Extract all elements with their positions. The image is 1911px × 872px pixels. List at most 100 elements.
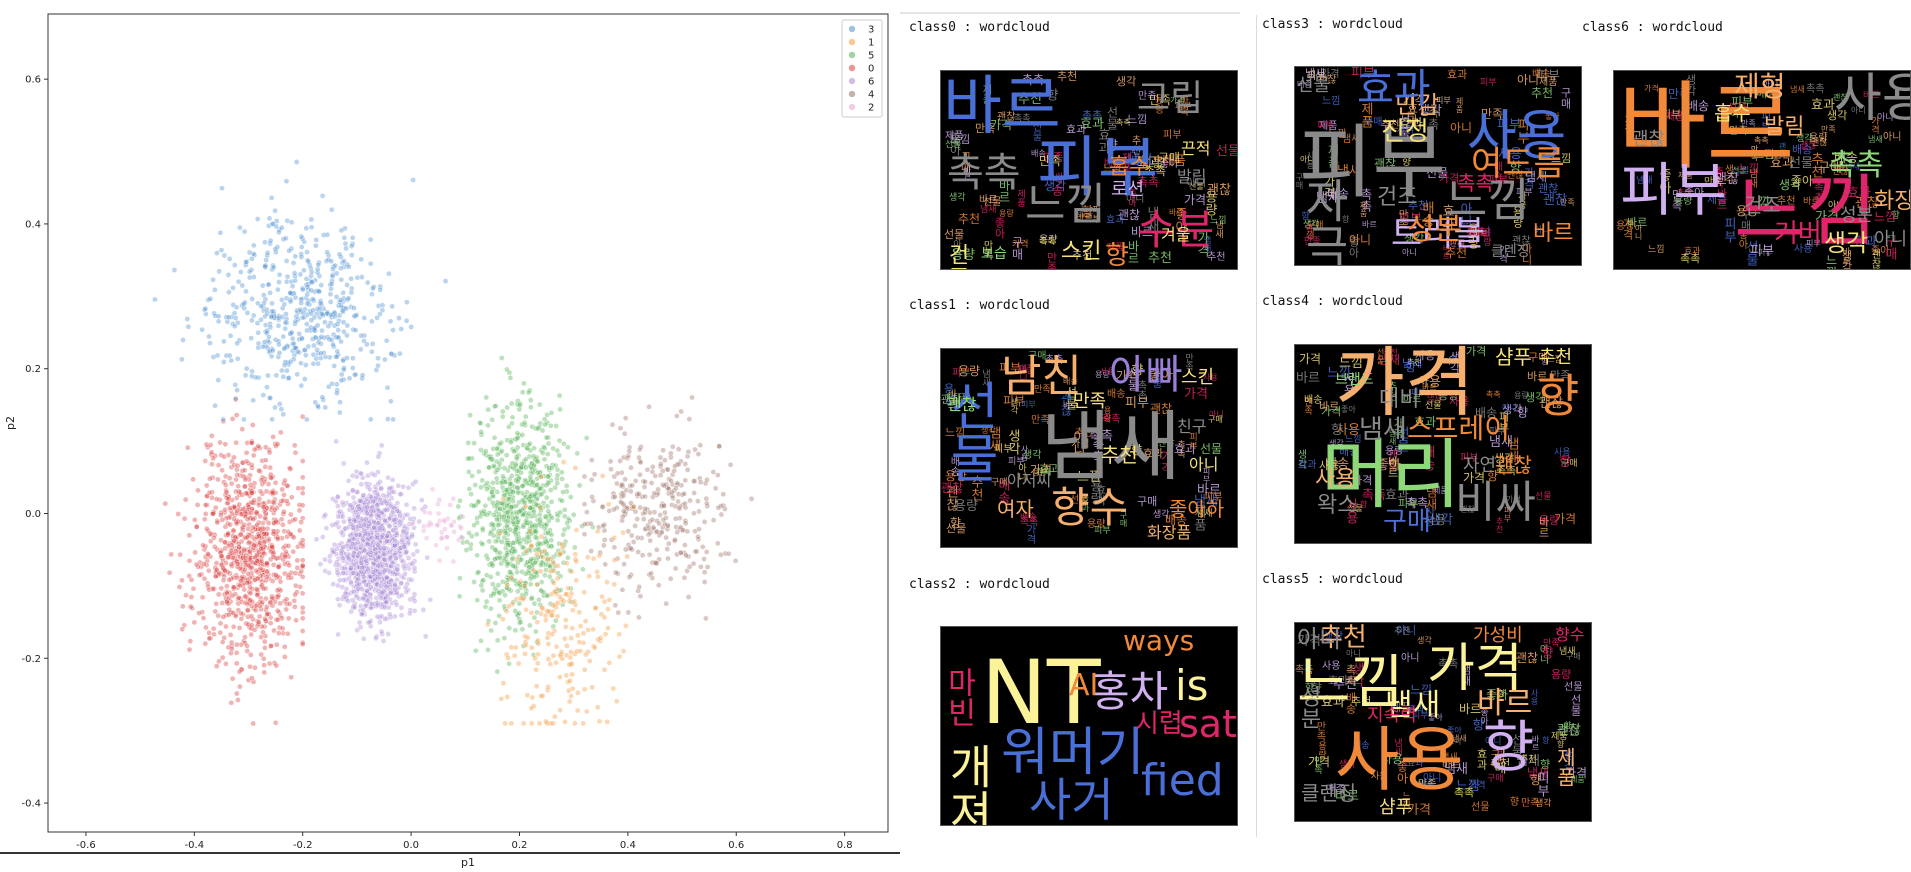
- scatter-point-class-4: [672, 537, 678, 543]
- scatter-point-class-0: [275, 592, 282, 599]
- scatter-point-class-4: [678, 524, 684, 531]
- scatter-point-class-0: [270, 562, 277, 568]
- scatter-point-class-1: [568, 635, 575, 641]
- scatter-point-class-0: [219, 654, 226, 661]
- scatter-point-class-5: [478, 638, 484, 644]
- scatter-point-class-6: [350, 570, 356, 576]
- wordcloud-filler-word: 바르: [1362, 220, 1377, 229]
- scatter-point-class-0: [279, 521, 286, 528]
- scatter-point-class-3: [218, 247, 225, 253]
- wordcloud-filler-word: 향: [1538, 646, 1553, 659]
- wordcloud-word: 건조: [1377, 185, 1418, 210]
- scatter-point-class-0: [223, 487, 229, 494]
- scatter-point-class-6: [335, 631, 341, 638]
- x-tick-label: -0.2: [293, 840, 313, 851]
- scatter-point-class-0: [299, 574, 306, 580]
- scatter-point-class-5: [525, 389, 532, 396]
- wordcloud-filler-word: 선물: [1105, 106, 1119, 130]
- scatter-point-class-0: [292, 604, 298, 610]
- scatter-point-class-3: [329, 273, 336, 280]
- scatter-point-class-3: [403, 317, 410, 324]
- scatter-point-class-6: [365, 541, 371, 548]
- scatter-point-class-4: [612, 602, 619, 609]
- scatter-point-class-6: [418, 497, 425, 504]
- scatter-point-class-3: [219, 185, 225, 191]
- scatter-point-class-5: [527, 622, 533, 629]
- scatter-point-class-3: [275, 322, 282, 329]
- scatter-point-class-4: [645, 531, 652, 538]
- scatter-point-class-6: [402, 571, 408, 577]
- scatter-point-class-5: [496, 597, 503, 604]
- scatter-point-class-5: [487, 455, 494, 462]
- scatter-point-class-3: [359, 274, 365, 280]
- scatter-point-class-4: [662, 457, 668, 464]
- wordcloud-filler-word: 선물: [1216, 144, 1238, 159]
- scatter-point-class-0: [186, 646, 193, 653]
- scatter-point-class-6: [378, 628, 385, 635]
- scatter-point-class-6: [386, 522, 393, 529]
- scatter-point-class-0: [254, 587, 261, 593]
- scatter-point-class-4: [663, 534, 669, 541]
- scatter-point-class-0: [226, 551, 233, 557]
- scatter-point-class-3: [297, 306, 304, 313]
- legend-label-2: 2: [868, 103, 874, 114]
- scatter-point-class-4: [581, 473, 588, 480]
- scatter-point-class-4: [667, 575, 674, 582]
- scatter-point-class-4: [674, 480, 681, 486]
- scatter-point-class-1: [551, 580, 557, 586]
- scatter-point-class-3: [377, 286, 384, 293]
- scatter-point-class-0: [250, 516, 256, 523]
- wordcloud-filler-word: 아니: [1401, 653, 1420, 664]
- scatter-point-class-4: [648, 480, 655, 486]
- scatter-point-class-4: [701, 569, 708, 576]
- scatter-point-class-0: [285, 572, 292, 578]
- scatter-point-class-5: [466, 455, 472, 462]
- scatter-point-class-6: [375, 602, 381, 609]
- scatter-point-class-4: [622, 415, 629, 421]
- scatter-point-class-3: [350, 355, 356, 362]
- scatter-point-class-3: [338, 338, 344, 345]
- scatter-point-class-1: [523, 606, 529, 613]
- scatter-point-class-0: [258, 477, 265, 483]
- scatter-point-class-0: [292, 591, 298, 598]
- scatter-point-class-3: [280, 333, 287, 340]
- wordcloud-word: 여자: [997, 497, 1034, 521]
- scatter-point-class-3: [333, 353, 340, 360]
- scatter-point-class-3: [268, 195, 275, 201]
- scatter-point-class-0: [241, 467, 248, 474]
- scatter-point-class-0: [190, 585, 197, 592]
- scatter-point-class-5: [572, 544, 578, 551]
- scatter-point-class-6: [360, 492, 367, 499]
- scatter-point-class-6: [340, 570, 347, 576]
- wordcloud-filler-word: 효과: [1298, 460, 1317, 471]
- wordcloud-filler-word: 느낌: [1648, 245, 1665, 255]
- scatter-point-class-5: [491, 512, 497, 518]
- scatter-point-class-3: [318, 282, 325, 288]
- scatter-point-class-4: [703, 549, 710, 555]
- scatter-point-class-4: [664, 546, 671, 552]
- scatter-point-class-6: [385, 474, 391, 481]
- scatter-point-class-3: [328, 285, 334, 292]
- scatter-point-class-5: [471, 522, 477, 529]
- scatter-point-class-1: [545, 656, 552, 662]
- scatter-point-class-3: [349, 365, 356, 371]
- scatter-point-class-6: [411, 598, 418, 604]
- scatter-point-class-0: [226, 475, 233, 481]
- wordcloud-filler-word: 선물: [1564, 682, 1583, 693]
- scatter-point-class-6: [338, 550, 344, 557]
- scatter-points: [152, 159, 755, 727]
- scatter-point-class-5: [468, 491, 474, 497]
- scatter-point-class-4: [620, 513, 626, 520]
- scatter-point-class-2: [409, 521, 416, 528]
- wordcloud-filler-word: 배송: [1792, 143, 1813, 156]
- scatter-point-class-4: [682, 461, 689, 467]
- scatter-point-class-6: [392, 532, 399, 538]
- scatter-point-class-0: [249, 675, 255, 681]
- scatter-point-class-0: [233, 660, 240, 667]
- scatter-point-class-3: [300, 286, 306, 293]
- scatter-point-class-5: [532, 559, 539, 566]
- scatter-point-class-2: [422, 509, 428, 516]
- scatter-point-class-3: [180, 337, 186, 343]
- scatter-point-class-0: [282, 561, 288, 567]
- scatter-point-class-4: [666, 540, 672, 547]
